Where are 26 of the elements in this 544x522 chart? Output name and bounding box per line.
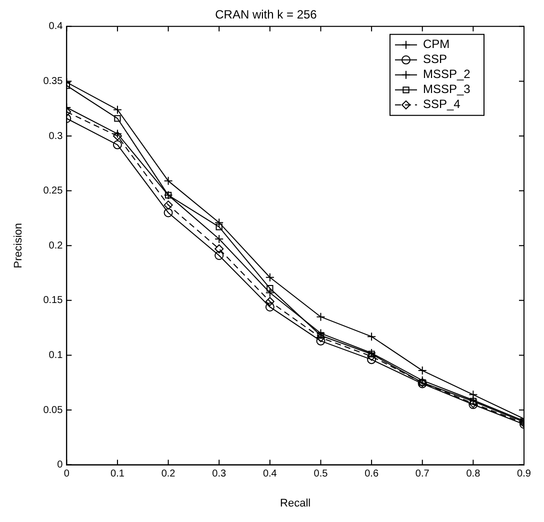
y-axis-title: Precision — [12, 222, 25, 268]
x-tick-label: 0.7 — [415, 468, 430, 480]
y-tick-label: 0.3 — [48, 130, 64, 142]
y-tick-label: 0.2 — [48, 240, 64, 252]
legend-label: MSSP_2 — [423, 67, 471, 82]
x-tick-label: 0.8 — [466, 468, 481, 480]
legend-label: MSSP_3 — [423, 82, 471, 96]
y-tick-label: 0.05 — [43, 404, 64, 416]
y-tick-label: 0.25 — [43, 186, 64, 197]
x-tick-label: 0.9 — [517, 468, 532, 480]
legend-label: CPM — [423, 37, 450, 52]
x-tick-label: 0.3 — [212, 468, 226, 480]
y-tick-label: 0.15 — [43, 295, 64, 306]
legend-label: SSP_4 — [423, 97, 461, 112]
x-tick-label: 0.2 — [161, 468, 176, 480]
x-tick-label: 0.5 — [314, 468, 328, 480]
y-tick-label: 0.4 — [48, 21, 64, 32]
chart-title: CRAN with k = 256 — [215, 8, 318, 22]
y-tick-label: 0.1 — [48, 350, 64, 361]
x-axis-title: Recall — [280, 497, 311, 510]
y-tick-label: 0 — [57, 460, 64, 471]
y-tick-label: 0.35 — [43, 76, 64, 87]
x-tick-label: 0.4 — [262, 468, 278, 480]
x-tick-label: 0.6 — [364, 468, 379, 480]
x-tick-label: 0.1 — [110, 468, 125, 480]
legend-label: SSP — [423, 52, 448, 66]
